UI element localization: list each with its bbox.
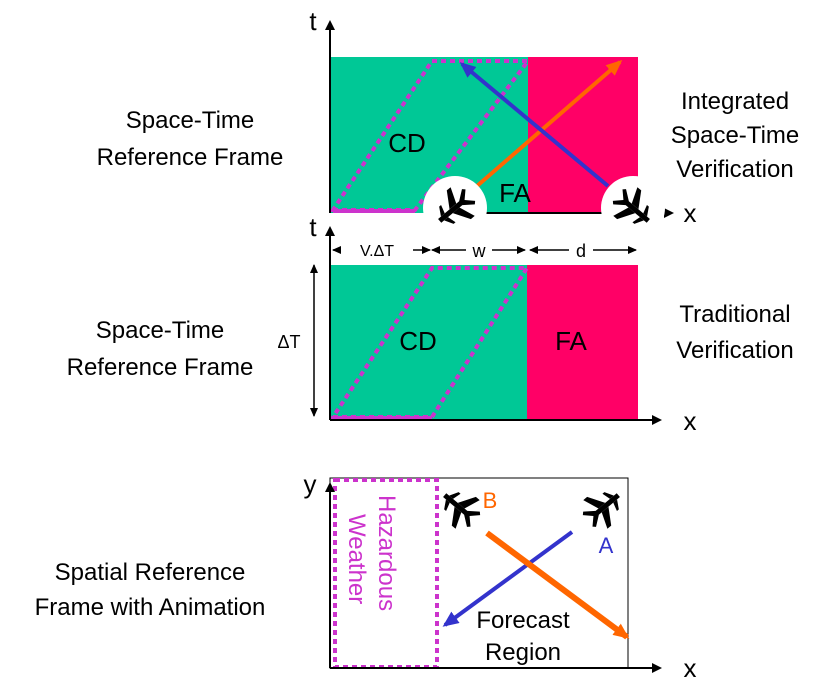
forecast-label-line1: Forecast (476, 607, 570, 634)
middle-w-label: w (472, 241, 487, 261)
middle-caption-line2: Reference Frame (67, 354, 254, 381)
middle-vdt-label: V.ΔT (360, 243, 394, 260)
hazard-label-line1: Hazardous (373, 495, 400, 611)
middle-fa-label: FA (555, 326, 587, 356)
middle-caption-line1: Space-Time (96, 317, 224, 344)
bottom-caption-line2: Frame with Animation (35, 594, 266, 621)
middle-right-line1: Traditional (679, 301, 790, 328)
bottom-label-a: A (599, 533, 614, 558)
bottom-label-b: B (483, 488, 498, 513)
middle-right-line2: Verification (676, 337, 793, 364)
middle-panel: V.ΔT w d ΔT CD FA t x Space-Time Referen… (67, 212, 794, 436)
bottom-y-label: y (304, 469, 317, 499)
bottom-caption-line1: Spatial Reference (55, 559, 246, 586)
top-t-label: t (309, 6, 317, 36)
middle-t-label: t (309, 212, 317, 242)
hazard-label-line2: Weather (343, 514, 370, 604)
top-fa-label: FA (499, 178, 531, 208)
middle-d-label: d (576, 241, 586, 261)
middle-dt-label: ΔT (277, 332, 300, 352)
bottom-x-label: x (684, 653, 697, 683)
bottom-panel: B A Hazardous Weather Forecast Region y … (35, 469, 697, 683)
top-right-line1: Integrated (681, 88, 789, 115)
top-cd-label: CD (388, 128, 426, 158)
top-caption-line1: Space-Time (126, 107, 254, 134)
top-panel: CD FA t x Space-Time Reference Frame Int… (97, 6, 800, 240)
top-plane-1-icon (423, 176, 487, 240)
middle-cd-label: CD (399, 326, 437, 356)
bottom-plane-a-icon (576, 481, 631, 535)
top-right-line3: Verification (676, 156, 793, 183)
forecast-label-line2: Region (485, 639, 561, 666)
top-plane-2-icon (601, 176, 665, 240)
middle-x-label: x (684, 406, 697, 436)
top-x-label: x (684, 198, 697, 228)
top-right-line2: Space-Time (671, 122, 799, 149)
bottom-plane-b-icon (433, 481, 488, 535)
top-caption-line2: Reference Frame (97, 144, 284, 171)
